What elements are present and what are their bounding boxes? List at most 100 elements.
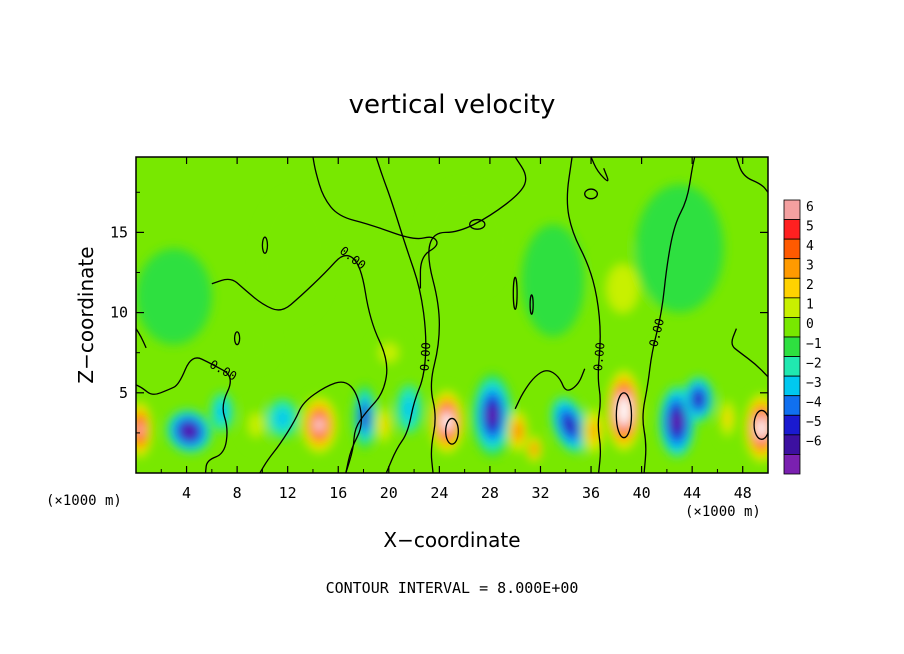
colorbar-label: 3 <box>806 258 814 273</box>
colorbar-label: 1 <box>806 298 814 313</box>
colorbar: 6 5 4 3 2 1 0 −1 −2 −3 −4 −5 −6 <box>783 199 822 475</box>
x-tick-label: 32 <box>531 484 549 502</box>
colorbar-swatch <box>783 219 801 240</box>
velocity-cell <box>224 320 276 369</box>
velocity-cell <box>256 192 332 321</box>
velocity-band <box>606 264 639 313</box>
colorbar-swatch <box>783 375 801 397</box>
velocity-band <box>515 426 521 437</box>
closed-contour <box>233 331 241 346</box>
velocity-band <box>724 409 731 428</box>
y-tick-label: 10 <box>110 304 128 322</box>
velocity-band <box>674 415 680 428</box>
velocity-cell <box>299 392 340 457</box>
contour-label: 0.00 <box>418 342 434 372</box>
x-tick-label: 40 <box>633 484 651 502</box>
zero-contour <box>514 368 586 410</box>
velocity-cell <box>683 376 714 422</box>
colorbar-label: 5 <box>806 219 814 234</box>
zero-contour <box>590 157 609 182</box>
closed-contour <box>512 276 518 311</box>
x-tick-label: 36 <box>582 484 600 502</box>
closed-contour <box>469 218 486 230</box>
velocity-band <box>137 425 142 435</box>
colorbar-swatch <box>783 395 801 416</box>
plot-area <box>136 157 768 473</box>
colorbar-swatch <box>783 434 801 455</box>
velocity-cell <box>240 400 272 449</box>
velocity-cell <box>427 386 466 457</box>
colorbar-swatch <box>783 199 801 220</box>
zero-contour <box>731 328 768 378</box>
zero-contour <box>428 157 527 473</box>
velocity-band <box>379 343 399 363</box>
colorbar-swatch <box>783 356 801 377</box>
colorbar-label: −5 <box>806 415 822 430</box>
y-tick-label: 15 <box>110 223 128 241</box>
zero-contour <box>375 157 427 473</box>
x-tick-label: 48 <box>734 484 752 502</box>
zero-contour <box>136 357 231 473</box>
zero-contour <box>735 157 768 193</box>
x-tick-label: 12 <box>279 484 297 502</box>
colorbar-swatch <box>783 414 801 436</box>
x-tick-label: 24 <box>430 484 448 502</box>
zero-contour <box>211 254 388 473</box>
contour-interval-note: CONTOUR INTERVAL = 8.000E+00 <box>326 579 579 597</box>
velocity-band <box>316 420 323 430</box>
velocity-band <box>621 405 627 416</box>
velocity-cell <box>717 392 738 445</box>
velocity-band <box>590 424 597 439</box>
colorbar-label: −2 <box>806 356 822 371</box>
colorbar-swatch <box>783 297 801 318</box>
velocity-band <box>216 402 228 422</box>
velocity-band <box>185 427 193 435</box>
velocity-band <box>444 417 450 427</box>
velocity-band <box>402 396 416 421</box>
velocity-cell <box>635 184 724 313</box>
colorbar-label: 0 <box>806 317 814 332</box>
velocity-band <box>759 423 765 433</box>
x-axis-label: X−coordinate <box>383 528 520 552</box>
velocity-band <box>224 320 276 369</box>
velocity-band <box>248 412 264 437</box>
zero-contour <box>566 157 602 473</box>
x-tick-label: 8 <box>233 484 242 502</box>
zero-contour <box>642 157 696 473</box>
closed-contour <box>753 409 768 440</box>
x-tick-label: 4 <box>182 484 191 502</box>
velocity-band <box>136 248 212 345</box>
colorbar-swatch <box>783 277 801 299</box>
velocity-cell <box>551 397 588 453</box>
y-tick-label: 5 <box>119 384 128 402</box>
velocity-band <box>489 409 496 422</box>
colorbar-label: −1 <box>806 337 822 352</box>
velocity-band <box>565 419 574 431</box>
closed-contour <box>261 236 269 254</box>
x-tick-label: 16 <box>329 484 347 502</box>
colorbar-label: 4 <box>806 239 814 254</box>
colorbar-label: −4 <box>806 395 822 410</box>
velocity-band <box>380 416 388 434</box>
velocity-band <box>420 184 509 297</box>
velocity-cell <box>580 402 607 461</box>
velocity-band <box>256 192 332 321</box>
closed-contour <box>445 417 459 445</box>
contour-label: 0.00 <box>646 317 667 348</box>
closed-contour <box>529 294 534 315</box>
zero-contour <box>312 157 438 289</box>
velocity-cell <box>267 399 298 438</box>
velocity-cell <box>136 248 212 345</box>
velocity-cell <box>396 384 422 433</box>
zero-contour <box>259 381 363 473</box>
colorbar-swatch <box>783 258 801 279</box>
velocity-band <box>695 394 702 404</box>
colorbar-label: 6 <box>806 200 814 215</box>
velocity-cell <box>521 224 585 337</box>
velocity-cell <box>525 432 544 465</box>
colorbar-swatch <box>783 336 801 357</box>
colorbar-label: −6 <box>806 435 822 450</box>
velocity-band <box>275 408 291 429</box>
velocity-cell <box>506 405 530 457</box>
velocity-cell <box>210 392 234 432</box>
